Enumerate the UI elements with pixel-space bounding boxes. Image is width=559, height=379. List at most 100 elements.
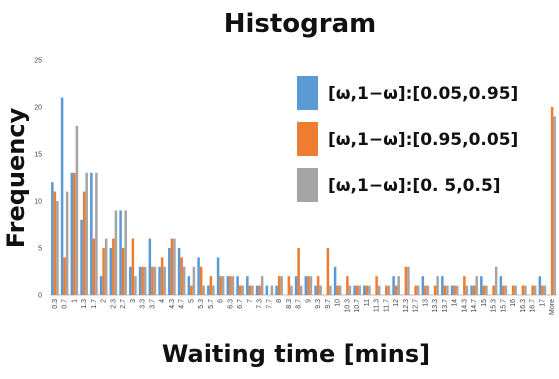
bar-series-2-13.7 <box>443 285 447 295</box>
bar-series-1-5 <box>187 276 191 295</box>
x-tick-label: 11.7 <box>383 299 390 312</box>
y-tick-label: 10 <box>34 199 42 206</box>
bar-series-3-12.3 <box>407 266 410 295</box>
bar-series-3-15.7 <box>504 285 508 295</box>
bar-series-3-3 <box>134 276 137 295</box>
bar-series-3-12 <box>397 276 400 295</box>
bar-series-2-11.3 <box>375 276 378 295</box>
bar-series-2-2.3 <box>112 238 115 295</box>
x-tick-label: 10 <box>335 299 342 307</box>
bar-series-1-4.3 <box>168 248 171 295</box>
bar-series-2-16.3 <box>521 285 525 295</box>
bar-series-3-9.7 <box>329 285 332 295</box>
x-tick-label: 16.3 <box>520 299 527 313</box>
bar-series-2-4.3 <box>170 238 174 295</box>
x-tick-label: 0.3 <box>52 299 59 309</box>
x-tick-label: 7.7 <box>266 299 273 309</box>
x-tick-label: 13.7 <box>442 299 449 313</box>
bar-series-2-7 <box>248 285 252 295</box>
bar-series-3-4 <box>163 266 166 295</box>
bar-series-1-3.3 <box>138 266 142 295</box>
bar-series-2-9.7 <box>326 248 330 295</box>
bar-series-1-12 <box>392 276 395 295</box>
bar-series-2-10.7 <box>355 285 359 295</box>
bar-series-1-13.7 <box>441 276 444 295</box>
x-tick-label: 14.7 <box>471 299 478 313</box>
bar-series-2-13.3 <box>433 285 437 295</box>
bar-series-3-13.7 <box>446 285 449 295</box>
x-tick-label: 16 <box>510 299 517 307</box>
bar-series-1-6.3 <box>226 276 230 295</box>
legend-swatch <box>297 76 318 110</box>
bar-series-3-14.3 <box>465 285 469 295</box>
bar-series-1-5.7 <box>207 285 210 295</box>
bar-series-1-1.7 <box>90 172 93 295</box>
bar-series-3-12.7 <box>416 285 420 295</box>
bar-series-2-6.3 <box>229 276 232 295</box>
bar-series-1-0.7 <box>60 97 64 295</box>
x-tick-label: 8 <box>276 299 283 303</box>
bar-series-3-14.7 <box>475 276 478 295</box>
x-tick-label: 2.3 <box>110 299 117 309</box>
y-tick-label: 15 <box>34 152 42 159</box>
bar-series-2-1.3 <box>82 191 86 295</box>
bar-series-1-6 <box>216 257 220 295</box>
y-tick-label: 25 <box>34 58 42 65</box>
x-tick-label: 14.3 <box>461 299 468 313</box>
bar-series-3-4.7 <box>182 266 186 295</box>
bar-series-2-16.7 <box>531 285 534 295</box>
bar-series-3-11.7 <box>387 285 391 295</box>
bar-series-3-9.3 <box>319 285 322 295</box>
x-tick-label: 6.3 <box>227 299 234 309</box>
bar-series-3-11 <box>368 285 371 295</box>
bar-series-2-9 <box>307 276 310 295</box>
x-tick-label: 11.3 <box>374 299 381 312</box>
bar-series-2-1 <box>73 172 76 295</box>
y-tick-label: 20 <box>34 105 42 112</box>
bar-series-2-1.7 <box>92 238 96 295</box>
bar-series-3-1.7 <box>95 172 98 295</box>
x-tick-label: 5.3 <box>198 299 205 309</box>
x-tick-label: 15.3 <box>491 299 498 313</box>
bar-series-1-9 <box>304 276 308 295</box>
bar-series-2-3.3 <box>141 266 144 295</box>
legend-label: [ω,1−ω]:[0. 5,0.5] <box>328 176 501 196</box>
bar-series-3-10.3 <box>348 285 352 295</box>
x-tick-label: 3 <box>130 299 137 303</box>
bars <box>51 97 556 296</box>
x-tick-label: 9.3 <box>315 299 322 309</box>
bar-series-2-11 <box>365 285 369 295</box>
bar-series-3-15.3 <box>494 266 498 295</box>
bar-series-2-14 <box>453 285 456 295</box>
bar-series-3-17 <box>543 285 547 295</box>
x-tick-label: 7 <box>247 299 254 303</box>
x-tick-label: 6 <box>218 299 225 303</box>
x-tick-label: 10.7 <box>354 299 361 313</box>
bar-series-3-5.3 <box>202 285 205 295</box>
bar-series-1-9.3 <box>314 285 317 295</box>
x-tick-label: 1 <box>71 299 78 303</box>
bar-series-2-3 <box>131 238 135 295</box>
bar-series-3-7.7 <box>270 285 274 295</box>
x-axis-title: Waiting time [mins] <box>162 340 430 368</box>
bar-series-2-12.3 <box>404 266 408 295</box>
x-tick-label: 5.7 <box>208 299 215 309</box>
bar-series-1-2.7 <box>119 210 122 295</box>
bar-series-1-14 <box>450 285 454 295</box>
bar-series-2-8.7 <box>297 248 300 295</box>
legend-label: [ω,1−ω]:[0.05,0.95] <box>328 84 518 104</box>
bar-series-1-10 <box>333 266 337 295</box>
legend-swatch <box>297 168 318 202</box>
x-tick-label: 3.3 <box>140 299 147 309</box>
bar-series-2-14.3 <box>463 276 466 295</box>
y-tick-label: 5 <box>38 246 42 253</box>
bar-series-2-3.7 <box>151 266 154 295</box>
x-tick-label: 8.3 <box>286 299 293 309</box>
bar-series-2-7.3 <box>258 285 261 295</box>
x-tick-label: 9 <box>305 299 312 303</box>
bar-series-2-5.7 <box>209 276 213 295</box>
bar-series-1-3.7 <box>148 238 152 295</box>
legend: [ω,1−ω]:[0.05,0.95] [ω,1−ω]:[0.95,0.05] [ω… <box>297 76 518 202</box>
x-tick-label: 12.3 <box>403 299 410 313</box>
